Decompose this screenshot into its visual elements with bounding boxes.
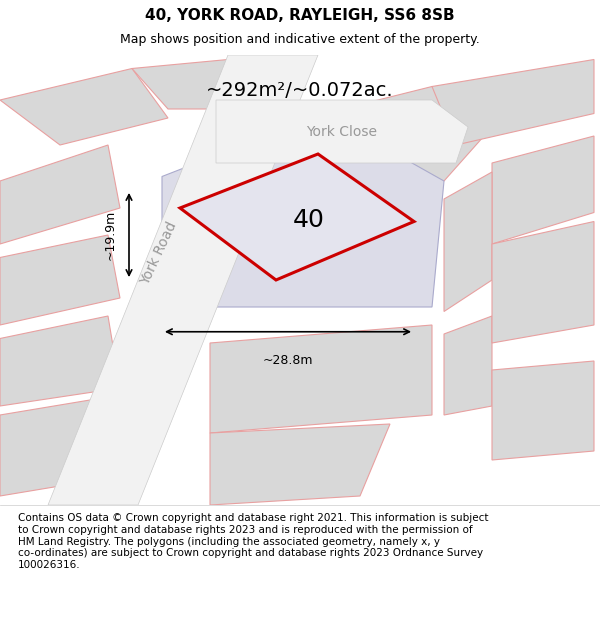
Text: Map shows position and indicative extent of the property.: Map shows position and indicative extent… [120, 33, 480, 46]
Text: 40, YORK ROAD, RAYLEIGH, SS6 8SB: 40, YORK ROAD, RAYLEIGH, SS6 8SB [145, 8, 455, 23]
Polygon shape [0, 316, 120, 406]
Polygon shape [0, 145, 120, 244]
Polygon shape [210, 325, 432, 433]
Polygon shape [444, 172, 492, 311]
Polygon shape [492, 361, 594, 460]
Polygon shape [444, 316, 492, 415]
Text: ~28.8m: ~28.8m [263, 354, 313, 367]
Polygon shape [0, 397, 108, 496]
Text: York Road: York Road [138, 219, 180, 287]
Polygon shape [432, 59, 594, 145]
Text: ~19.9m: ~19.9m [104, 210, 117, 260]
Polygon shape [492, 136, 594, 244]
Polygon shape [216, 100, 468, 163]
Text: Contains OS data © Crown copyright and database right 2021. This information is : Contains OS data © Crown copyright and d… [18, 513, 488, 570]
Text: ~292m²/~0.072ac.: ~292m²/~0.072ac. [206, 81, 394, 101]
Polygon shape [210, 424, 390, 505]
Polygon shape [492, 221, 594, 343]
Polygon shape [324, 86, 492, 181]
Polygon shape [180, 154, 414, 280]
Polygon shape [0, 235, 120, 325]
Text: 40: 40 [293, 208, 325, 232]
Polygon shape [132, 55, 276, 109]
Polygon shape [48, 55, 318, 505]
Text: York Close: York Close [307, 124, 377, 139]
Polygon shape [162, 114, 444, 307]
Polygon shape [0, 69, 168, 145]
